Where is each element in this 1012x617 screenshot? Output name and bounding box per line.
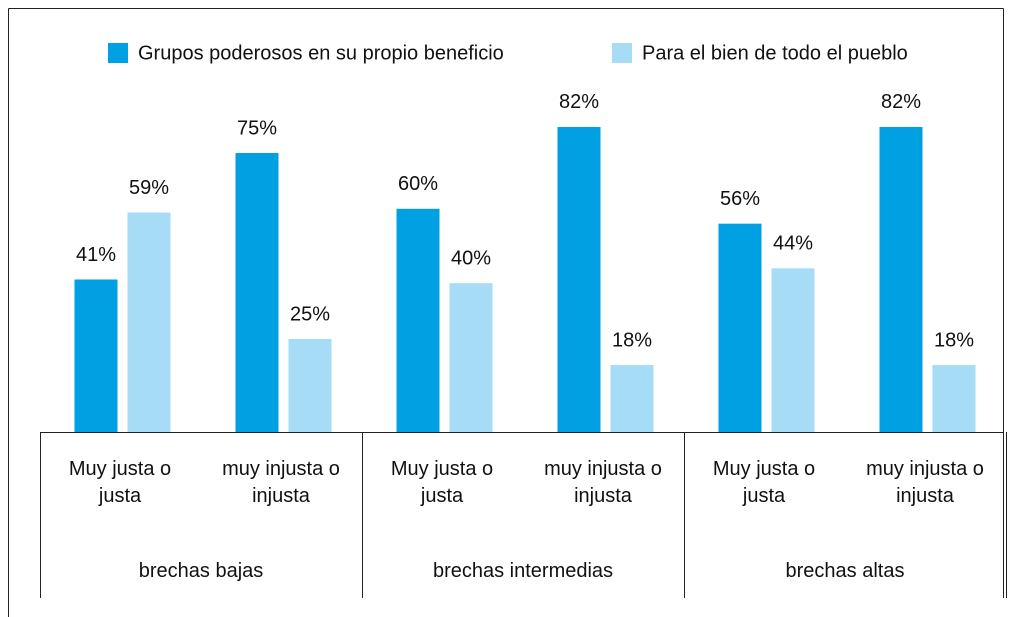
legend-label: Grupos poderosos en su propio beneficio bbox=[138, 42, 504, 64]
group-label: brechas altas bbox=[785, 560, 905, 582]
bar bbox=[235, 153, 279, 432]
legend-label: Para el bien de todo el pueblo bbox=[642, 42, 908, 64]
category-label: muy injusta o injusta bbox=[866, 458, 984, 507]
group-label: brechas intermedias bbox=[432, 560, 614, 582]
value-label: 75% bbox=[237, 117, 277, 139]
bar bbox=[610, 365, 654, 432]
bar bbox=[288, 339, 332, 432]
category-label: Muy justa o justa bbox=[390, 458, 494, 507]
value-label: 82% bbox=[881, 91, 921, 113]
category-label: muy injusta o injusta bbox=[544, 458, 662, 507]
value-label: 41% bbox=[76, 244, 116, 266]
bar bbox=[879, 126, 923, 433]
value-label: 59% bbox=[129, 177, 169, 199]
bar bbox=[932, 365, 976, 432]
category-label: Muy justa o justa bbox=[68, 458, 172, 507]
category-label: Muy justa o justa bbox=[712, 458, 816, 507]
bar bbox=[449, 283, 493, 432]
bar bbox=[557, 126, 601, 433]
bar bbox=[396, 208, 440, 432]
bar bbox=[127, 212, 171, 432]
bar bbox=[771, 268, 815, 432]
value-label: 56% bbox=[720, 188, 760, 210]
value-label: 60% bbox=[398, 173, 438, 195]
value-label: 82% bbox=[559, 91, 599, 113]
legend-swatch bbox=[612, 43, 632, 63]
value-label: 18% bbox=[612, 329, 652, 351]
category-label: muy injusta o injusta bbox=[222, 458, 340, 507]
value-label: 18% bbox=[934, 329, 974, 351]
value-label: 40% bbox=[451, 247, 491, 269]
bar bbox=[718, 223, 762, 432]
legend-swatch bbox=[108, 43, 128, 63]
group-label: brechas bajas bbox=[138, 560, 264, 582]
value-label: 44% bbox=[773, 233, 813, 255]
value-label: 25% bbox=[290, 303, 330, 325]
bar bbox=[74, 279, 118, 432]
